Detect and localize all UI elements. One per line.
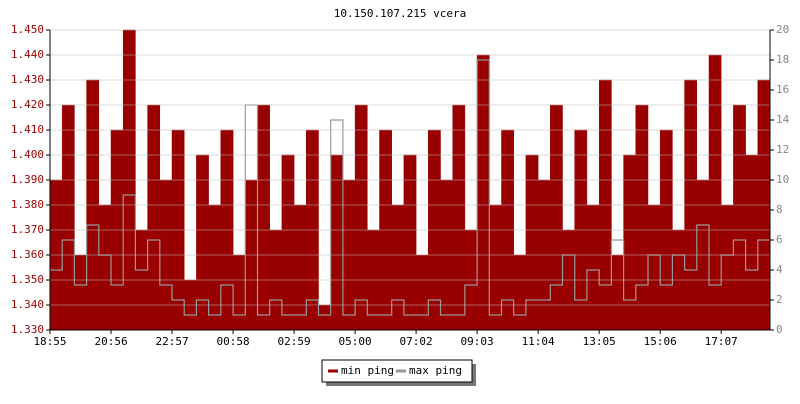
legend-label: min ping bbox=[341, 364, 394, 377]
y2-tick-label: 10 bbox=[776, 173, 789, 186]
x-tick-label: 18:55 bbox=[33, 335, 66, 348]
y-tick-label: 1.430 bbox=[11, 73, 44, 86]
x-tick-label: 22:57 bbox=[155, 335, 188, 348]
y-tick-label: 1.370 bbox=[11, 223, 44, 236]
x-tick-label: 17:07 bbox=[705, 335, 738, 348]
y-tick-label: 1.450 bbox=[11, 23, 44, 36]
y-tick-label: 1.350 bbox=[11, 273, 44, 286]
x-tick-label: 13:05 bbox=[583, 335, 616, 348]
x-tick-label: 05:00 bbox=[339, 335, 372, 348]
x-tick-label: 15:06 bbox=[644, 335, 677, 348]
y-tick-label: 1.410 bbox=[11, 123, 44, 136]
y2-tick-label: 0 bbox=[776, 323, 783, 336]
y-tick-label: 1.440 bbox=[11, 48, 44, 61]
x-tick-label: 20:56 bbox=[94, 335, 127, 348]
y-tick-label: 1.340 bbox=[11, 298, 44, 311]
y2-tick-label: 2 bbox=[776, 293, 783, 306]
y2-tick-label: 8 bbox=[776, 203, 783, 216]
x-tick-label: 09:03 bbox=[461, 335, 494, 348]
y2-tick-label: 20 bbox=[776, 23, 789, 36]
legend: min ping max ping bbox=[321, 359, 476, 386]
y-tick-label: 1.390 bbox=[11, 173, 44, 186]
x-tick-label: 02:59 bbox=[278, 335, 311, 348]
legend-label: max ping bbox=[409, 364, 462, 377]
y-tick-label: 1.360 bbox=[11, 248, 44, 261]
y-tick-label: 1.420 bbox=[11, 98, 44, 111]
y2-tick-label: 6 bbox=[776, 233, 783, 246]
y2-tick-label: 18 bbox=[776, 53, 789, 66]
y2-tick-label: 14 bbox=[776, 113, 790, 126]
chart-title: 10.150.107.215 vcera bbox=[334, 7, 466, 20]
x-tick-label: 07:02 bbox=[400, 335, 433, 348]
y-tick-label: 1.400 bbox=[11, 148, 44, 161]
x-tick-label: 11:04 bbox=[522, 335, 555, 348]
y2-tick-label: 16 bbox=[776, 83, 789, 96]
y-tick-label: 1.380 bbox=[11, 198, 44, 211]
x-tick-label: 00:58 bbox=[216, 335, 249, 348]
y2-tick-label: 12 bbox=[776, 143, 789, 156]
y2-tick-label: 4 bbox=[776, 263, 783, 276]
y-tick-label: 1.330 bbox=[11, 323, 44, 336]
